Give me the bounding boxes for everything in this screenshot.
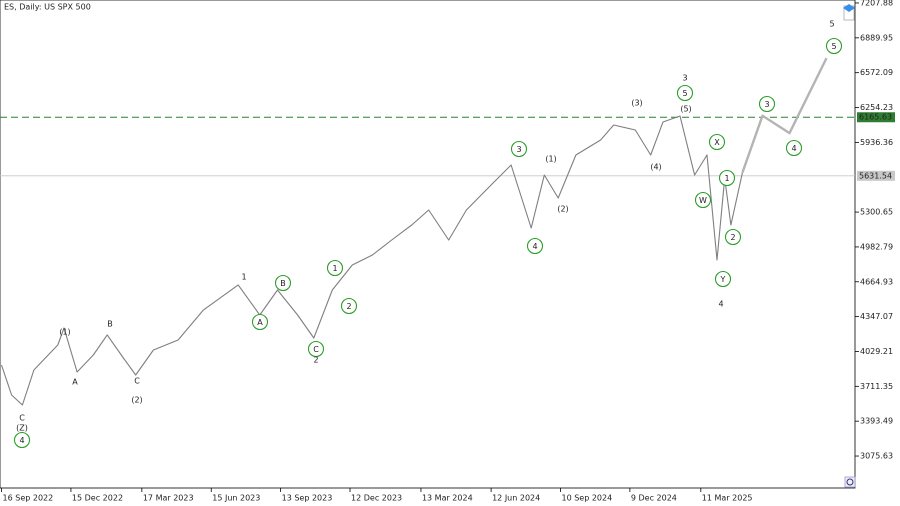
y-tick-label: 4347.07 (860, 312, 893, 321)
wave-label: (4) (650, 163, 661, 172)
wave-label: 5 (829, 20, 834, 29)
x-tick-label: 15 Jun 2023 (212, 494, 260, 503)
y-tick-label: 5936.36 (860, 138, 893, 147)
wave-circle (724, 228, 742, 246)
projection-line (741, 57, 828, 174)
y-tick-label: 6572.09 (860, 68, 893, 77)
wave-circle (326, 259, 344, 277)
x-tick-label: 13 Mar 2024 (422, 494, 473, 503)
wave-circle (676, 84, 694, 102)
x-tick-label: 16 Sep 2022 (3, 494, 54, 503)
x-tick-label: 9 Dec 2024 (631, 494, 677, 503)
wave-label: Y (720, 275, 726, 284)
y-tick-label: 5300.65 (860, 208, 893, 217)
wave-label: 5 (682, 89, 687, 98)
wave-circle (714, 270, 732, 288)
icon (846, 478, 854, 486)
y-tick-label: 6254.23 (860, 103, 893, 112)
wave-label: X (714, 138, 720, 147)
wave-label: 4 (19, 436, 24, 445)
y-tick-label: 4029.21 (860, 347, 893, 356)
level-label-box (857, 170, 895, 181)
wave-circle (510, 140, 528, 158)
x-tick-label: 17 Mar 2023 (143, 494, 194, 503)
wave-label: 1 (241, 273, 246, 282)
chart-title: ES, Daily: US SPX 500 (4, 3, 91, 12)
toolbar-icons (843, 4, 856, 488)
wave-label: (2) (557, 205, 568, 214)
wave-label: 3 (516, 145, 521, 154)
wave-label: 4 (718, 300, 723, 309)
wave-circle (718, 169, 736, 187)
x-tick-label: 12 Jun 2024 (492, 494, 540, 503)
wave-circle (13, 431, 31, 449)
plot-frame (0, 0, 856, 489)
wave-label: 4 (791, 144, 796, 153)
y-tick-label: 4664.93 (860, 277, 893, 286)
wave-label: 3 (764, 100, 769, 109)
wave-label: C (313, 345, 319, 354)
level-label: 6165.63 (859, 113, 892, 122)
y-tick-label: 3711.35 (860, 382, 893, 391)
wave-label: B (280, 279, 286, 288)
y-tick-label: 7207.88 (860, 0, 893, 7)
y-tick-label: 6889.95 (860, 33, 893, 42)
y-tick-label: 4982.79 (860, 242, 893, 251)
wave-label: (2) (131, 396, 142, 405)
wave-circle (708, 133, 726, 151)
wave-label: A (72, 378, 78, 387)
wave-circle (758, 95, 776, 113)
wave-label: (1) (545, 155, 556, 164)
wave-label: (Z) (16, 424, 28, 433)
wave-circle (251, 313, 269, 331)
price-line (0, 115, 743, 406)
wave-label: 2 (730, 233, 735, 242)
wave-label: 1 (332, 264, 337, 273)
wave-label: 2 (313, 356, 318, 365)
wave-circle (274, 274, 292, 292)
wave-label: W (699, 196, 707, 205)
wave-circle (340, 297, 358, 315)
icon (843, 4, 855, 12)
y-tick-label: 3393.49 (860, 417, 893, 426)
x-tick-label: 10 Sep 2024 (561, 494, 612, 503)
level-label: 5631.54 (859, 171, 892, 180)
wave-circle (307, 340, 325, 358)
wave-label: C (134, 377, 140, 386)
wave-label: (3) (631, 99, 642, 108)
icon (844, 476, 856, 488)
wave-label: C (19, 414, 25, 423)
x-tick-label: 15 Dec 2022 (72, 494, 123, 503)
level-label-box (857, 112, 895, 123)
wave-label: (1) (59, 328, 70, 337)
wave-label: (5) (680, 105, 691, 114)
y-tick-label: 3075.63 (860, 452, 893, 461)
wave-label: B (107, 320, 113, 329)
wave-label: 1 (724, 174, 729, 183)
wave-circle (526, 237, 544, 255)
wave-label: 4 (532, 242, 537, 251)
x-tick-label: 13 Sep 2023 (282, 494, 333, 503)
x-tick-label: 12 Dec 2023 (351, 494, 402, 503)
wave-label: 2 (346, 302, 351, 311)
wave-label: 3 (682, 74, 687, 83)
wave-circle (694, 191, 712, 209)
x-tick-label: 11 Mar 2025 (702, 494, 753, 503)
wave-circle (785, 139, 803, 157)
wave-circle (825, 37, 843, 55)
wave-label: A (257, 318, 263, 327)
wave-label: 5 (831, 42, 836, 51)
